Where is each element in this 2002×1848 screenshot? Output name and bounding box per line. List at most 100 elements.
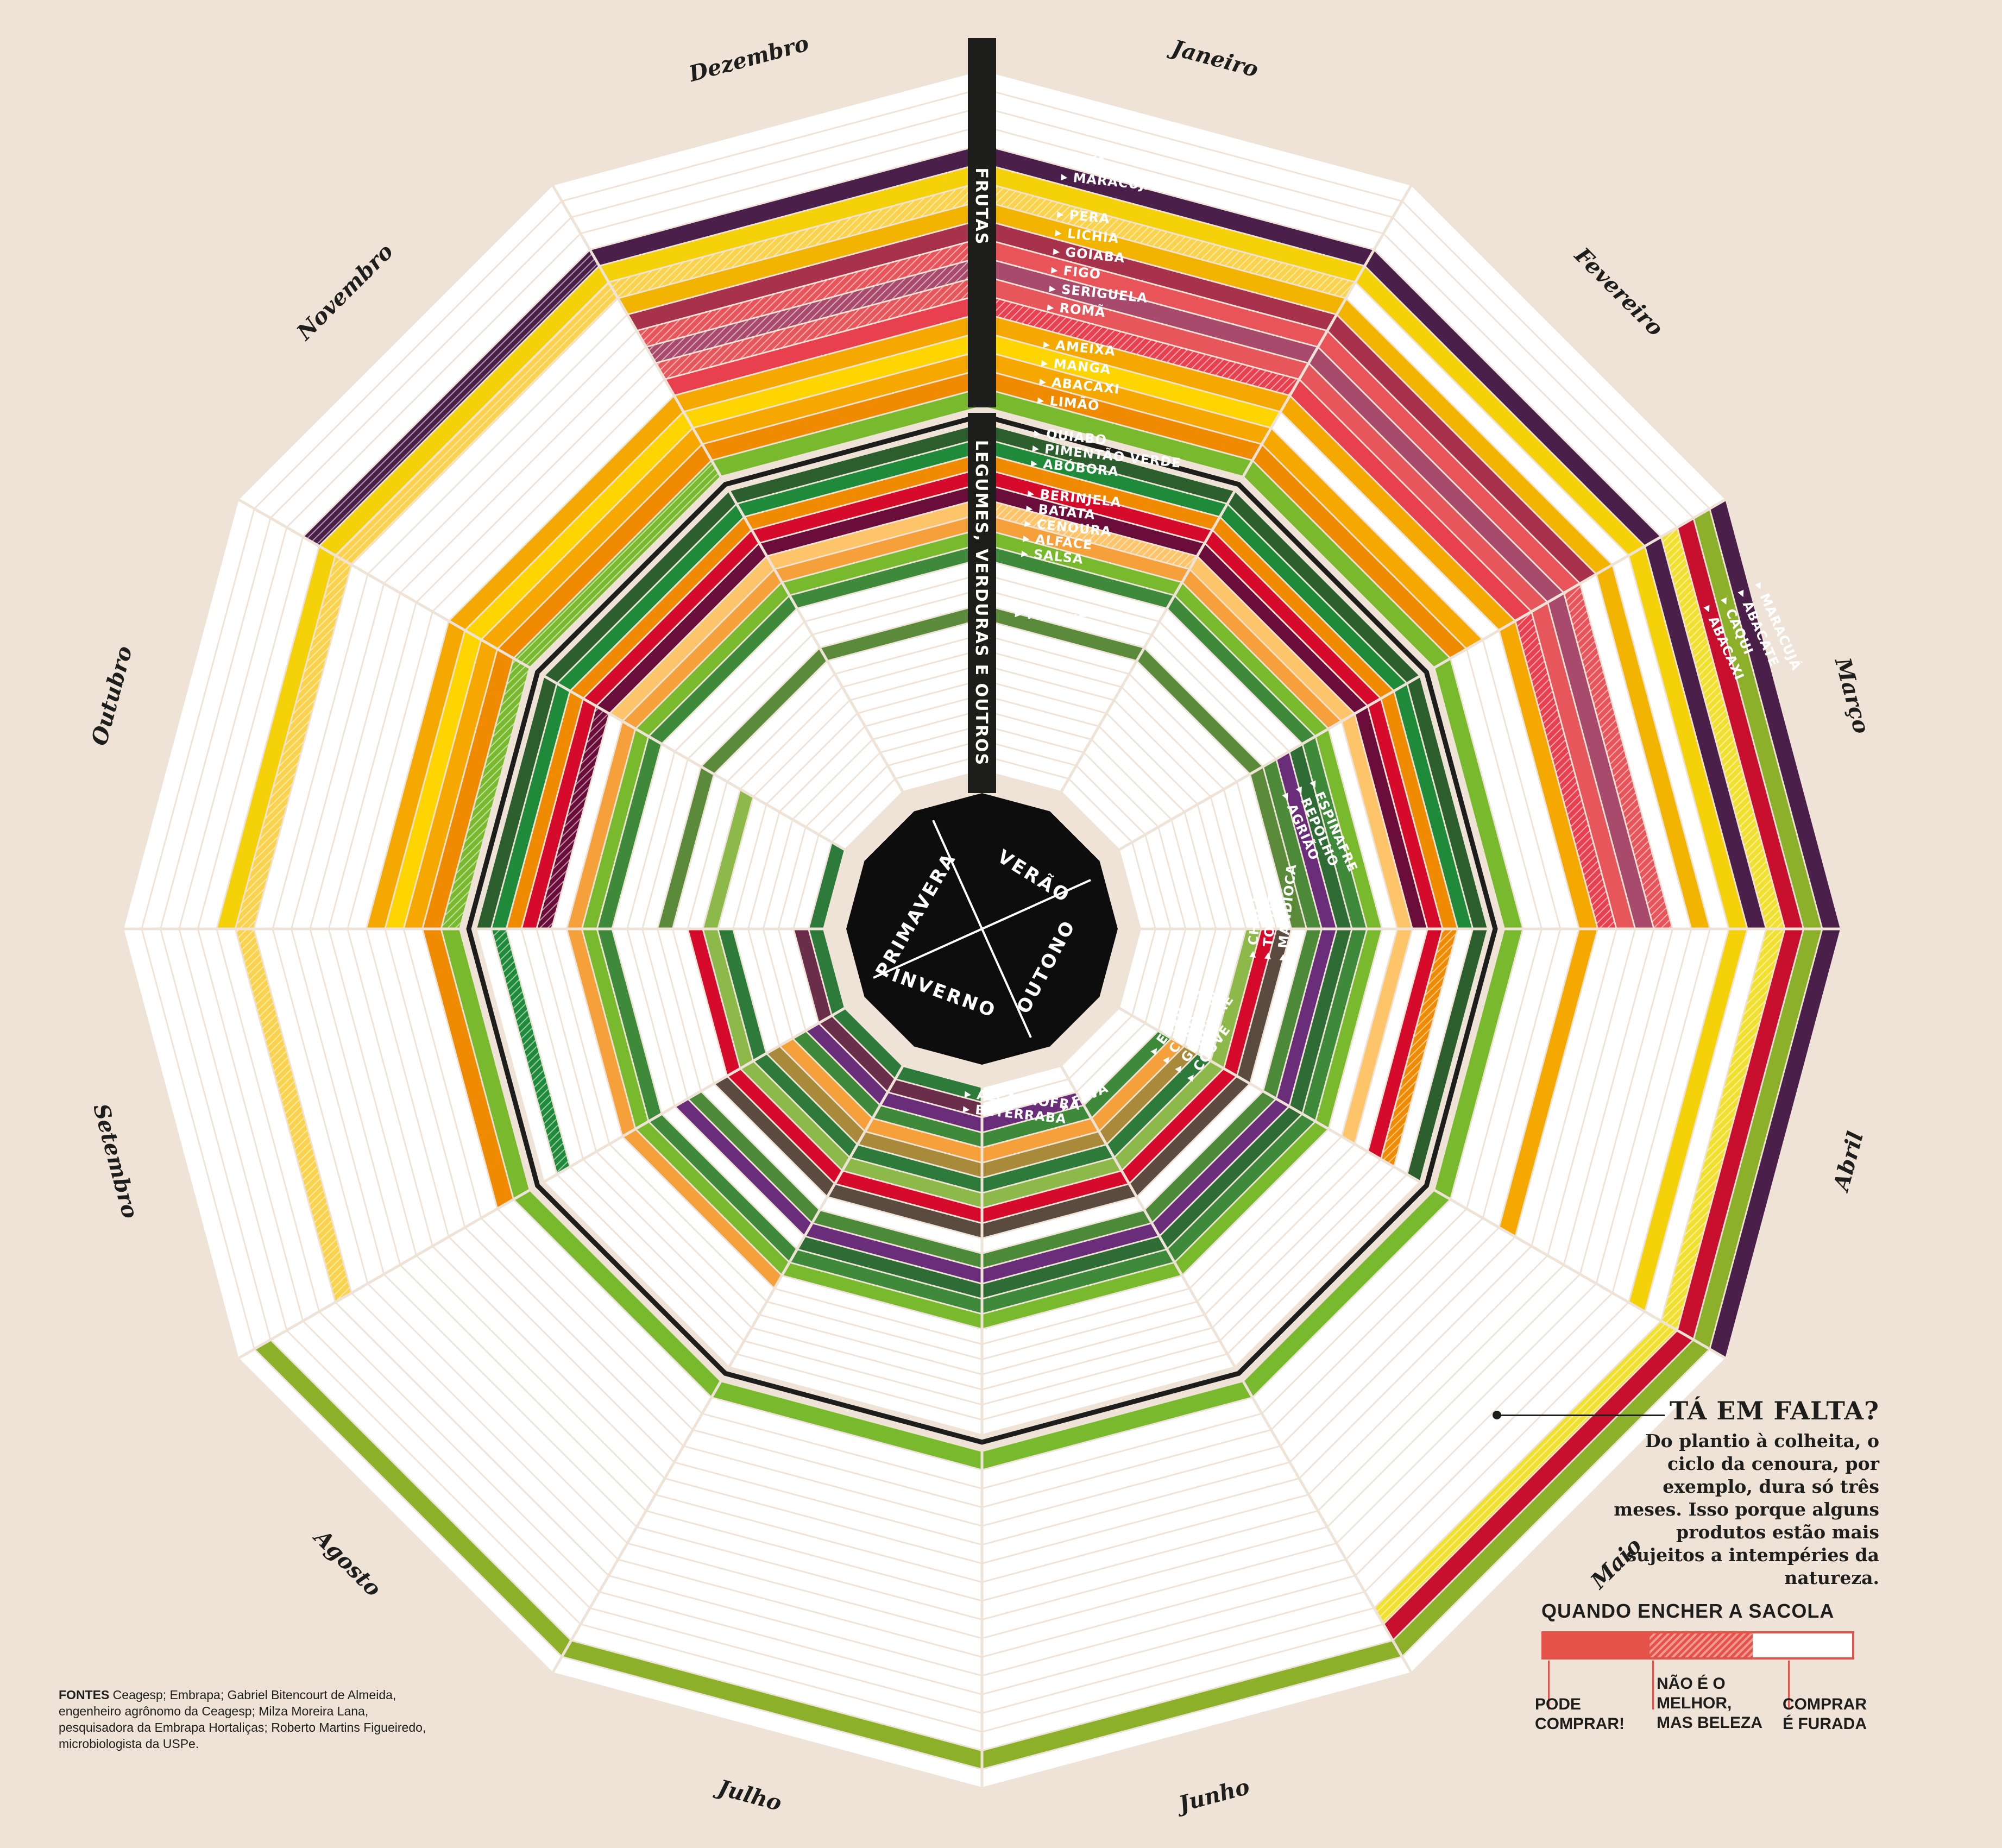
ring-segment	[982, 1158, 1122, 1208]
ring-segment-off	[1394, 929, 1472, 1174]
ring-segment-off	[1185, 929, 1230, 1053]
ring-segment-off	[673, 774, 727, 929]
ring-segment-off	[368, 315, 637, 583]
ring-segment	[1224, 929, 1276, 1076]
ring-segment-off	[1069, 1016, 1145, 1092]
ring-segment-off	[982, 1328, 1220, 1404]
ring-segment-off	[1483, 929, 1578, 1227]
ring-segment-off	[124, 500, 254, 929]
note-title: TÁ EM FALTA?	[1669, 1396, 1879, 1425]
ring-segment	[1122, 1068, 1237, 1184]
ring-segment	[780, 1039, 872, 1131]
ring-segment-off	[311, 593, 416, 929]
ring-segment-off	[982, 1479, 1308, 1582]
ring-segment-off	[1548, 929, 1653, 1265]
ring-segment-off	[982, 1430, 1280, 1525]
sources-label: FONTES	[59, 1688, 110, 1702]
ring-segment-off	[888, 741, 982, 778]
ring-segment-off	[1532, 929, 1635, 1255]
ring-segment	[217, 546, 335, 929]
ring-segment	[1434, 658, 1522, 929]
ring-segment-off	[465, 1218, 692, 1445]
ring-segment	[567, 721, 635, 929]
ring-segment	[805, 1223, 982, 1283]
ring-segment-off	[610, 1137, 774, 1301]
ring-34	[719, 665, 1245, 1192]
ring-segment-off	[1144, 635, 1276, 766]
ring-segment	[1276, 929, 1336, 1106]
ring-segment	[1342, 714, 1412, 929]
ring-segment-off	[628, 752, 688, 929]
ring-segment	[477, 676, 557, 929]
ring-25	[582, 529, 1382, 1329]
ring-segment	[1303, 929, 1367, 1121]
ring-segment-hatch	[442, 658, 530, 929]
ring-segment-off	[982, 695, 1099, 739]
ring-segment-off	[1613, 929, 1728, 1302]
ring-segment-off	[767, 714, 865, 812]
ring-segment-off	[1076, 753, 1158, 834]
ring-segment-off	[1122, 674, 1237, 789]
ring-segment	[590, 145, 982, 266]
ring-segment-off	[581, 127, 982, 249]
ring-segment-off	[1129, 661, 1250, 782]
ring-segment-off	[618, 1544, 982, 1656]
ring-segment	[693, 351, 982, 444]
ring-segment-off	[1262, 1209, 1482, 1429]
legend-title: QUANDO ENCHER A SACOLA	[1541, 1600, 1835, 1622]
ring-segment-off	[386, 929, 481, 1227]
ring-segment-off	[303, 1312, 599, 1608]
ring-segment	[1407, 676, 1487, 929]
ring-segment	[557, 504, 744, 691]
ring-segment-off	[759, 1302, 982, 1374]
ring-segment-hatch	[982, 295, 1299, 395]
ring-segment-hatch	[982, 499, 1197, 569]
ring-segment	[1243, 1190, 1450, 1397]
ring-28	[628, 575, 1336, 1283]
ring-segment	[1262, 429, 1482, 649]
ring-segment	[736, 438, 982, 517]
ring-segment	[719, 929, 766, 1061]
ring-segment-off	[273, 929, 383, 1284]
ring-39	[794, 741, 1170, 1117]
section-vegetables: LEGUMES, VERDURAS E OUTROS	[972, 440, 991, 766]
ring-segment-off	[813, 590, 982, 648]
ring-segment-off	[835, 635, 982, 687]
ring-segment-off	[643, 929, 701, 1098]
ring-segment	[1318, 331, 1579, 593]
month-spoke	[238, 1006, 847, 1360]
sources-text: Ceagesp; Embrapa; Gabriel Bitencourt de …	[59, 1688, 426, 1751]
ring-segment	[482, 429, 702, 649]
ring-segment-off	[873, 711, 982, 752]
ring-segment	[819, 1016, 895, 1092]
ring-segment-off	[1227, 1174, 1420, 1367]
ring-segment	[507, 691, 583, 929]
ring-segment	[982, 544, 1174, 608]
legend-tick-bad	[1788, 1661, 1790, 1709]
ring-segment	[701, 648, 827, 774]
ring-segment-off	[238, 185, 562, 508]
ring-segment-off	[982, 665, 1114, 713]
ring-segment-off	[1356, 1303, 1645, 1592]
ring-segment-off	[684, 1430, 982, 1525]
ring-segment-off	[1119, 843, 1155, 929]
ring-segment	[982, 1184, 1137, 1238]
ring-segment-off	[982, 1066, 1068, 1102]
ring-segment	[522, 699, 596, 929]
ring-segment-off	[198, 537, 319, 929]
ring-segment-off	[613, 744, 674, 929]
ring-segment-off	[982, 1315, 1212, 1389]
ring-segment	[1175, 1122, 1328, 1275]
ring-segment	[982, 1171, 1129, 1223]
month-label-2: Março	[1829, 654, 1874, 737]
ring-segment-off	[752, 1315, 982, 1389]
ring-segment-off	[982, 1463, 1299, 1563]
ring-segment	[600, 164, 982, 282]
ring-segment	[982, 1119, 1099, 1162]
ring-segment	[880, 1092, 982, 1132]
ring-segment	[982, 145, 1374, 266]
ring-segment-off	[367, 929, 464, 1237]
ring-segment-off	[982, 1625, 1393, 1750]
ring-segment	[610, 557, 774, 721]
ring-segment-off	[1346, 1293, 1628, 1575]
